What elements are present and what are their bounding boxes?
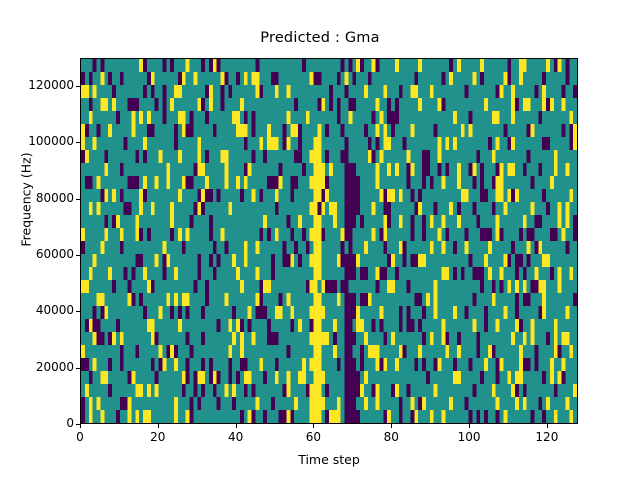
heatmap-image bbox=[81, 59, 577, 423]
x-tick-mark bbox=[157, 424, 159, 428]
y-tick-mark bbox=[76, 198, 80, 200]
x-tick-mark bbox=[546, 424, 548, 428]
x-tick-mark bbox=[391, 424, 393, 428]
heatmap-axes bbox=[80, 58, 578, 424]
x-tick-mark bbox=[469, 424, 471, 428]
x-tick-label: 100 bbox=[457, 430, 481, 444]
y-tick-label: 0 bbox=[66, 416, 74, 430]
x-tick-label: 80 bbox=[383, 430, 399, 444]
y-tick-label: 60000 bbox=[35, 247, 74, 262]
y-tick-mark bbox=[76, 86, 80, 88]
page-title: Predicted : Gma bbox=[260, 30, 380, 46]
y-tick-mark bbox=[76, 424, 80, 425]
y-tick-label: 120000 bbox=[28, 78, 74, 93]
x-tick-label: 0 bbox=[76, 430, 84, 444]
x-tick-label: 60 bbox=[305, 430, 322, 444]
x-tick-mark bbox=[235, 424, 237, 428]
x-tick-label: 40 bbox=[227, 430, 244, 444]
y-tick-mark bbox=[76, 311, 80, 313]
y-tick-label: 80000 bbox=[35, 190, 74, 205]
x-tick-mark bbox=[80, 424, 81, 428]
y-tick-label: 100000 bbox=[28, 134, 74, 149]
x-tick-mark bbox=[313, 424, 315, 428]
x-axis-label: Time step bbox=[298, 452, 360, 467]
x-tick-label: 20 bbox=[150, 430, 166, 444]
y-tick-mark bbox=[76, 367, 80, 369]
y-tick-mark bbox=[76, 255, 80, 257]
x-tick-label: 120 bbox=[535, 430, 559, 444]
y-tick-label: 20000 bbox=[35, 359, 74, 374]
y-tick-label: 40000 bbox=[35, 303, 74, 318]
y-tick-mark bbox=[76, 142, 80, 144]
